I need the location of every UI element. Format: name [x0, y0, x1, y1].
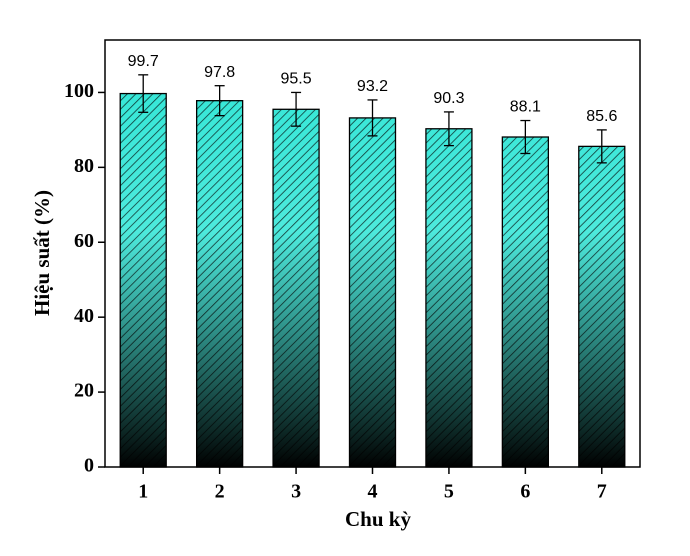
y-tick-label: 60 — [74, 230, 94, 252]
bar-hatch — [272, 108, 320, 468]
y-tick-label: 20 — [74, 380, 94, 402]
x-tick-label: 7 — [597, 481, 607, 503]
bar-hatch — [425, 128, 473, 468]
data-label: 88.1 — [510, 99, 541, 116]
y-tick-label: 100 — [64, 80, 94, 102]
y-tick-label: 0 — [84, 455, 94, 477]
plot-frame — [104, 39, 641, 468]
x-tick-label: 2 — [215, 481, 225, 503]
bar-hatch — [348, 117, 397, 468]
bar-hatch — [578, 145, 626, 468]
bar-hatch — [501, 136, 550, 468]
data-label: 90.3 — [433, 90, 464, 107]
x-tick-label: 1 — [138, 481, 148, 503]
bar-hatch — [119, 92, 167, 468]
x-tick-label: 3 — [291, 481, 301, 503]
data-label: 99.7 — [128, 53, 159, 70]
data-label: 97.8 — [204, 64, 235, 81]
y-tick-label: 80 — [74, 155, 94, 177]
bar-hatch — [195, 100, 244, 468]
data-label: 93.2 — [357, 78, 388, 95]
y-tick-label: 40 — [74, 305, 94, 327]
x-tick-label: 4 — [368, 481, 378, 503]
x-tick-label: 5 — [444, 481, 454, 503]
y-axis-label: Hiệu suất (%) — [30, 190, 54, 316]
data-label: 95.5 — [281, 71, 312, 88]
x-axis-label: Chu kỳ — [345, 507, 411, 531]
data-label: 85.6 — [586, 108, 617, 125]
x-tick-label: 6 — [520, 481, 530, 503]
